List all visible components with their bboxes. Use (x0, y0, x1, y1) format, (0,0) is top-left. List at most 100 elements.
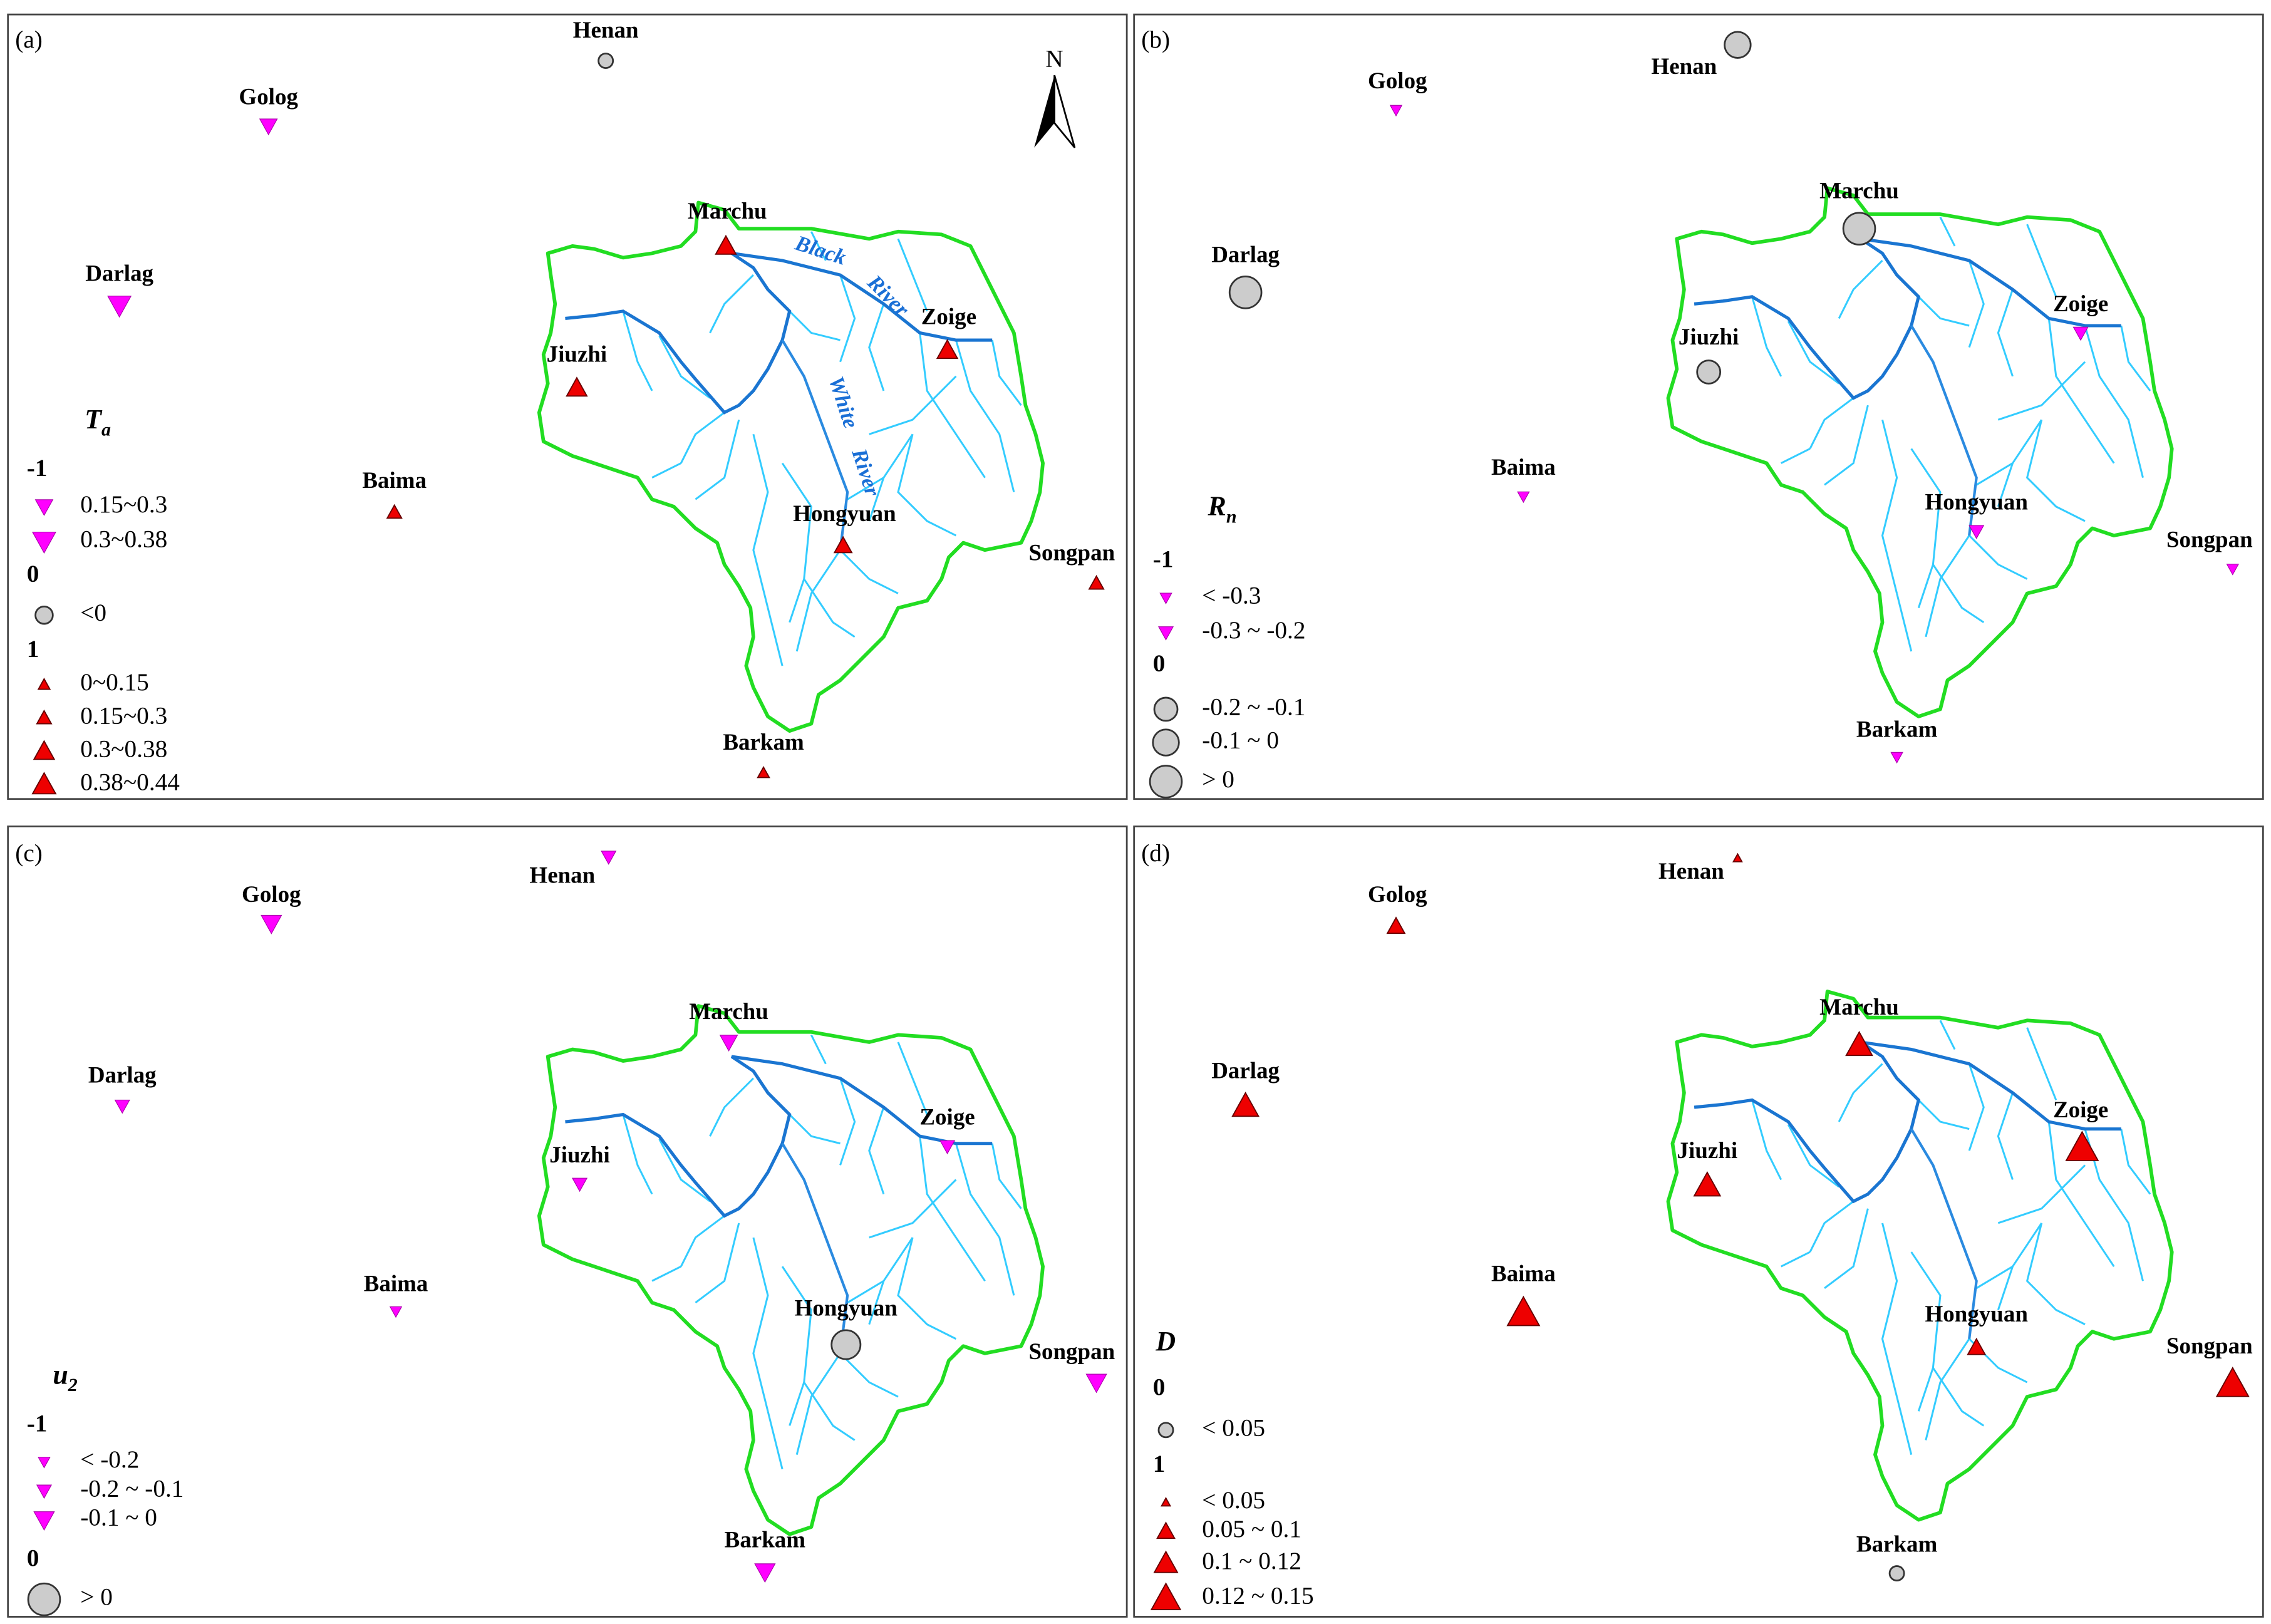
north-label: N (1045, 45, 1063, 72)
station-name: Marchu (1819, 178, 1899, 204)
legend-item-label: > 0 (80, 1584, 113, 1611)
station-marker (1228, 276, 1263, 309)
station-marker (1159, 592, 1172, 604)
station-marker (31, 772, 57, 795)
station-name: Zoige (919, 1104, 975, 1130)
map-panel: (d) Henan Golog Darlag Jiuzhi Baima Marchu Zoig… (1133, 825, 2264, 1618)
station-name: Jiuzhi (1679, 324, 1739, 349)
panel-frame (1133, 825, 2264, 1618)
station-name: Marchu (689, 998, 768, 1024)
legend-group-label: 0 (1153, 650, 1166, 677)
station-marker (1153, 1550, 1179, 1573)
map-panel: (b) Henan Golog Darlag Jiuzhi Baima Marchu Zoig… (1133, 13, 2264, 800)
station-name: Hongyuan (795, 1295, 898, 1321)
station-marker (1724, 31, 1752, 59)
station-name: Jiuzhi (547, 341, 608, 367)
legend-item-label: -0.2 ~ -0.1 (1202, 693, 1305, 720)
panel-label: (d) (1141, 840, 1170, 867)
legend-title-base: T (85, 405, 103, 435)
station-name: Darlag (85, 260, 153, 286)
station-marker (601, 851, 617, 865)
station-marker (1517, 491, 1530, 504)
station-marker (2072, 326, 2089, 341)
station-marker (1157, 1422, 1174, 1439)
map-panel: (c) Henan Golog Darlag Jiuzhi Baima Marchu Zoig… (7, 825, 1128, 1618)
legend-group-label: 0 (1153, 1374, 1166, 1401)
legend-item-label: 0.15~0.3 (80, 491, 167, 518)
station-marker (33, 1511, 55, 1531)
station-name: Henan (529, 862, 595, 888)
station-marker (259, 118, 278, 136)
station-marker (1386, 916, 1406, 934)
station-name: Marchu (688, 198, 767, 224)
legend-item-label: < 0.05 (1202, 1487, 1265, 1514)
station-marker (27, 1582, 61, 1616)
north-arrow (1053, 75, 1076, 148)
legend-item-label: 0~0.15 (80, 669, 149, 696)
station-marker (389, 1306, 403, 1318)
station-marker (597, 53, 614, 70)
station-name: Baima (362, 467, 427, 493)
station-name: Zoige (2053, 291, 2108, 316)
station-marker (1153, 696, 1179, 722)
station-name: Henan (1651, 53, 1717, 79)
station-marker (386, 504, 403, 519)
legend-item-label: 0.12 ~ 0.15 (1202, 1582, 1313, 1609)
station-marker (1696, 359, 1722, 385)
station-marker (34, 499, 54, 516)
legend-title-sub: n (1226, 506, 1237, 527)
legend-group-label: 0 (27, 1544, 39, 1571)
station-name: Baima (1491, 1260, 1556, 1286)
station-marker (2226, 564, 2240, 576)
station-name: Hongyuan (1925, 489, 2028, 514)
station-name: Barkam (1856, 1531, 1938, 1556)
station-name: Marchu (1819, 994, 1899, 1020)
station-marker (1150, 1582, 1182, 1610)
legend-title-sub: a (101, 420, 111, 440)
station-marker (1732, 852, 1743, 862)
station-name: Songpan (2166, 527, 2253, 552)
station-marker (1842, 212, 1876, 246)
station-marker (33, 740, 56, 760)
panel-label: (c) (15, 840, 43, 867)
legend-group-label: -1 (27, 1410, 48, 1437)
station-marker (1888, 1565, 1905, 1582)
legend-group-label: 1 (27, 636, 39, 663)
station-name: Barkam (725, 1527, 806, 1553)
station-marker (1890, 752, 1903, 764)
station-name: Jiuzhi (1677, 1137, 1738, 1163)
station-name: Henan (573, 17, 639, 43)
station-marker (1161, 1497, 1172, 1507)
station-name: Darlag (1211, 1058, 1280, 1084)
station-marker (1389, 105, 1403, 117)
station-marker (1088, 574, 1105, 590)
station-marker (1693, 1171, 1722, 1197)
legend-title-base: u (53, 1360, 68, 1390)
station-name: Barkam (1856, 716, 1938, 742)
legend-title: Ta (85, 405, 111, 440)
station-marker (1085, 1373, 1107, 1394)
map-panel: (a)NBlackRiverWhiteRiverHenanGologDarlag… (7, 13, 1128, 800)
station-name: Golog (239, 83, 298, 109)
legend-group-label: -1 (1153, 546, 1174, 573)
station-name: Zoige (921, 304, 976, 329)
station-name: Baima (364, 1270, 428, 1296)
station-marker (261, 914, 282, 934)
legend-item-label: 0.3~0.38 (80, 735, 167, 762)
station-marker (1152, 728, 1180, 757)
legend-title: D (1155, 1327, 1176, 1357)
panel-frame (1133, 13, 2264, 800)
legend-item-label: -0.2 ~ -0.1 (80, 1475, 184, 1502)
legend-group-label: -1 (27, 455, 48, 482)
station-marker (566, 376, 588, 397)
station-marker (830, 1329, 862, 1360)
station-marker (2215, 1367, 2250, 1397)
station-marker (1967, 1337, 1987, 1355)
legend-title: u2 (53, 1360, 77, 1395)
legend-item-label: < 0.05 (1202, 1414, 1265, 1441)
station-marker (939, 1140, 956, 1155)
legend-group-label: 0 (27, 561, 39, 587)
station-marker (36, 1484, 53, 1499)
station-marker (38, 1457, 51, 1469)
station-marker (36, 709, 53, 725)
